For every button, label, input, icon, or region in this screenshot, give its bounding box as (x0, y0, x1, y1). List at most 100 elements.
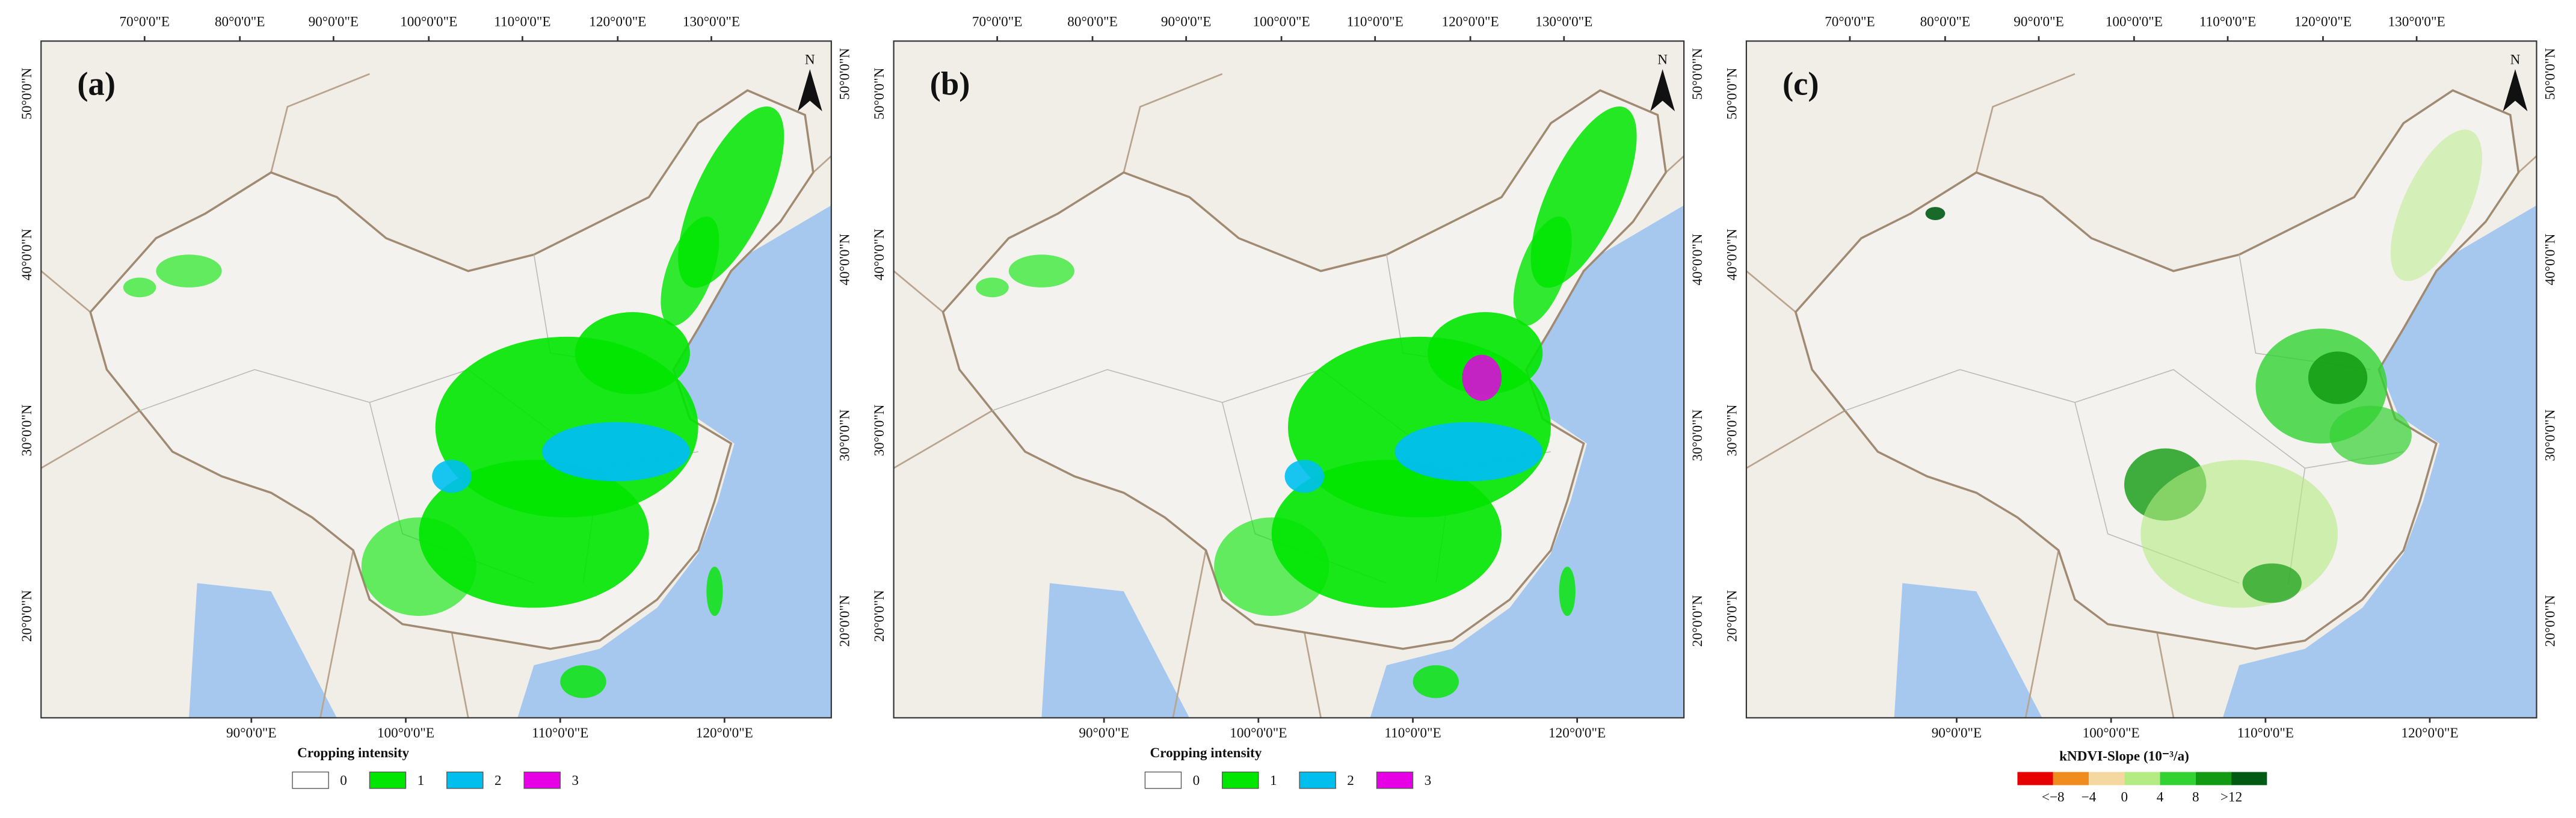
left-tick-label: 40°0'0"N (872, 229, 887, 280)
panel-label: (c) (1783, 65, 1819, 102)
left-tick-label: 50°0'0"N (1724, 67, 1740, 119)
bottom-tick-label: 100°0'0"E (1230, 725, 1287, 741)
crop-area (1271, 460, 1502, 608)
top-tick-label: 80°0'0"E (1920, 14, 1971, 30)
bottom-tick-label: 120°0'0"E (2401, 725, 2458, 741)
crop-area (361, 517, 476, 617)
crop-area (1214, 517, 1330, 617)
map-body (1746, 41, 2537, 718)
left-tick-label: 30°0'0"N (19, 404, 35, 456)
crop-area (976, 277, 1009, 298)
top-tick-label: 110°0'0"E (494, 14, 550, 30)
top-tick-label: 100°0'0"E (1253, 14, 1310, 30)
top-tick-label: 120°0'0"E (2294, 14, 2352, 30)
top-tick-label: 100°0'0"E (400, 14, 457, 30)
top-tick-label: 100°0'0"E (2106, 14, 2163, 30)
north-label: N (2510, 52, 2521, 67)
crop-area (1413, 665, 1459, 698)
crop-area (542, 422, 690, 482)
crop-area (2390, 129, 2482, 281)
neighbor-borders (1746, 73, 2537, 718)
right-tick-label: 30°0'0"N (837, 409, 853, 461)
map-panel: (b)N70°0'0"E 80°0'0"E 90°0'0"E 100°0'0"E 110… (872, 14, 1706, 789)
legend-swatch (2195, 772, 2232, 786)
map-frame (1745, 40, 2537, 719)
legend-label: 3 (1425, 773, 1432, 789)
top-tick-label: 90°0'0"E (1161, 14, 1212, 30)
crop-area (661, 216, 719, 326)
legend-swatch (523, 771, 561, 789)
left-tick-label: 20°0'0"N (1724, 590, 1740, 642)
left-tick-label: 20°0'0"N (872, 590, 887, 642)
north-label: N (1657, 52, 1668, 67)
left-tick-label: 50°0'0"N (19, 67, 35, 119)
right-tick-label: 40°0'0"N (2542, 233, 2558, 285)
legend-swatch (2231, 772, 2267, 786)
legend-label: 3 (572, 773, 579, 789)
north-label: N (805, 52, 815, 67)
crop-area (560, 665, 606, 698)
legend-swatch (2089, 772, 2125, 786)
legend-swatch (1299, 771, 1336, 789)
crop-area (1925, 207, 1946, 220)
right-tick-label: 20°0'0"N (1690, 595, 1706, 647)
top-tick-label: 90°0'0"E (2014, 14, 2064, 30)
north-arrow (1650, 69, 1675, 111)
crop-area (1284, 460, 1325, 493)
crop-area (575, 312, 690, 395)
legend-label: 8 (2192, 790, 2199, 805)
legend-title: kNDVI-Slope (10⁻³/a) (2059, 748, 2189, 764)
crop-area (1559, 567, 1576, 617)
top-tick-label: 70°0'0"E (1825, 14, 1875, 30)
legend-swatch (1222, 771, 1259, 789)
bottom-tick-label: 120°0'0"E (696, 725, 753, 741)
right-tick-label: 20°0'0"N (2542, 595, 2558, 647)
right-tick-label: 30°0'0"N (1690, 409, 1706, 461)
crop-area (2329, 405, 2412, 465)
legend-label: <−8 (2042, 790, 2065, 805)
legend-label: >12 (2220, 790, 2242, 805)
bottom-tick-label: 110°0'0"E (2237, 725, 2294, 741)
right-tick-label: 50°0'0"N (837, 48, 853, 100)
legend-label: 4 (2157, 790, 2164, 805)
sea (1041, 205, 1684, 718)
top-tick-label: 80°0'0"E (1067, 14, 1118, 30)
legend-label: 2 (495, 773, 502, 789)
legend: Cropping intensity 0 1 2 3 (292, 745, 579, 789)
panel-label: (b) (930, 65, 970, 102)
left-tick-label: 30°0'0"N (872, 404, 887, 456)
legend-title: Cropping intensity (297, 745, 409, 761)
legend-label: −4 (2081, 790, 2097, 805)
legend-swatch (292, 771, 329, 789)
legend-label: 0 (1193, 773, 1200, 789)
top-tick-label: 110°0'0"E (1347, 14, 1404, 30)
crop-area (156, 254, 222, 288)
crop-area (1513, 216, 1572, 326)
legend-swatch (2160, 772, 2196, 786)
top-tick-label: 130°0'0"E (1535, 14, 1592, 30)
crop-area (1462, 354, 1502, 401)
bottom-tick-label: 100°0'0"E (2083, 725, 2140, 741)
crop-area (2140, 460, 2338, 608)
crop-area (123, 277, 156, 298)
right-tick-label: 50°0'0"N (2542, 48, 2558, 100)
left-tick-label: 20°0'0"N (19, 590, 35, 642)
legend-label: 1 (418, 773, 425, 789)
crop-area (2308, 351, 2368, 404)
legend-swatch (1376, 771, 1414, 789)
north-arrow (797, 69, 822, 111)
top-tick-label: 70°0'0"E (972, 14, 1023, 30)
legend-title: Cropping intensity (1150, 745, 1262, 761)
legend: Cropping intensity 0 1 2 3 (1144, 745, 1432, 789)
neighbor-borders (893, 73, 1684, 718)
legend-swatch (446, 771, 484, 789)
crop-area (432, 460, 472, 493)
legend-swatch (2017, 772, 2053, 786)
left-tick-label: 30°0'0"N (1724, 404, 1740, 456)
sea (1894, 205, 2537, 718)
legend-label: 1 (1270, 773, 1277, 789)
panel-label: (a) (77, 65, 116, 102)
top-tick-label: 80°0'0"E (215, 14, 265, 30)
